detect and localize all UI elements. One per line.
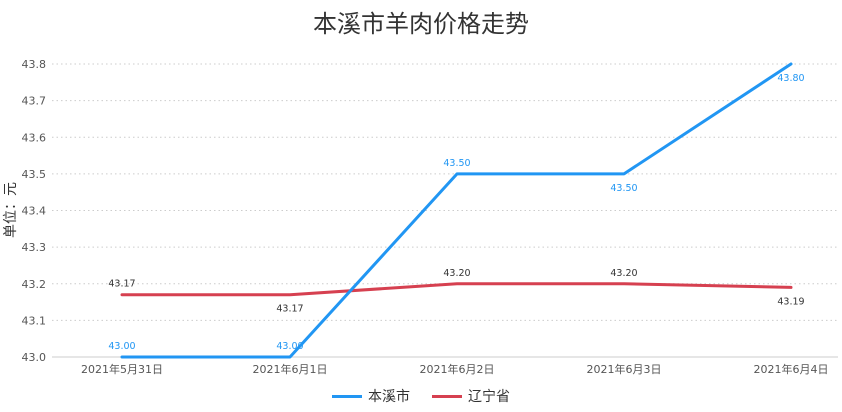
x-tick-label: 2021年6月1日 [253, 362, 328, 376]
legend-label: 辽宁省 [468, 389, 510, 405]
legend: 本溪市 辽宁省 [0, 386, 842, 406]
legend-swatch [332, 394, 362, 398]
legend-swatch [432, 394, 462, 398]
data-label: 43.50 [610, 183, 637, 194]
y-tick-label: 43.8 [22, 58, 47, 71]
data-label: 43.20 [610, 268, 637, 279]
legend-label: 本溪市 [368, 389, 410, 405]
y-tick-label: 43.4 [22, 205, 47, 218]
y-tick-label: 43.0 [22, 351, 47, 364]
data-label: 43.80 [777, 73, 804, 84]
data-label: 43.20 [443, 268, 470, 279]
y-tick-label: 43.3 [22, 241, 47, 254]
y-tick-label: 43.6 [22, 131, 47, 144]
data-label: 43.00 [108, 341, 135, 352]
legend-item[interactable]: 本溪市 [332, 386, 410, 406]
series-line [120, 62, 793, 359]
y-tick-label: 43.7 [22, 95, 47, 108]
chart-title: 本溪市羊肉价格走势 [313, 10, 529, 38]
x-tick-label: 2021年5月31日 [81, 362, 163, 376]
y-tick-label: 43.1 [22, 314, 47, 327]
data-label: 43.00 [276, 341, 303, 352]
data-label: 43.17 [108, 279, 135, 290]
y-tick-label: 43.5 [22, 168, 47, 181]
series-line [120, 282, 793, 297]
data-label: 43.19 [777, 296, 804, 307]
data-label: 43.17 [276, 304, 303, 315]
x-tick-label: 2021年6月4日 [754, 362, 829, 376]
y-tick-label: 43.2 [22, 278, 47, 291]
data-label: 43.50 [443, 158, 470, 169]
x-tick-label: 2021年6月2日 [420, 362, 495, 376]
y-axis-title: 单位：元 [3, 182, 19, 238]
legend-item[interactable]: 辽宁省 [432, 386, 510, 406]
x-tick-label: 2021年6月3日 [587, 362, 662, 376]
